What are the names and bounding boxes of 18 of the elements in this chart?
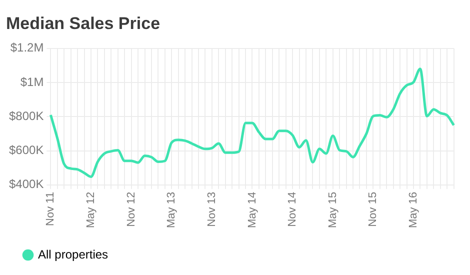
- x-tick-label: May 14: [246, 192, 258, 228]
- x-tick-label: Nov 15: [367, 192, 380, 227]
- line-series: [49, 68, 456, 178]
- chart-title: Median Sales Price: [6, 14, 160, 33]
- legend-label: All properties: [38, 247, 108, 262]
- x-tick-label: Nov 13: [206, 192, 218, 227]
- x-tick-label: May 15: [326, 192, 339, 228]
- y-tick-label: $800K: [8, 108, 44, 123]
- y-tick-label: $1.2M: [10, 40, 44, 55]
- x-tick-label: May 13: [166, 192, 178, 228]
- y-tick-label: $600K: [8, 143, 44, 158]
- y-tick-label: $400K: [8, 177, 44, 192]
- x-tick-label: May 16: [408, 192, 420, 228]
- x-tick-label: Nov 12: [125, 192, 138, 227]
- x-tick-label: Nov 14: [286, 192, 299, 227]
- x-tick-label: Nov 11: [44, 192, 57, 226]
- y-tick-label: $1M: [20, 74, 44, 89]
- x-tick-label: May 12: [85, 192, 98, 228]
